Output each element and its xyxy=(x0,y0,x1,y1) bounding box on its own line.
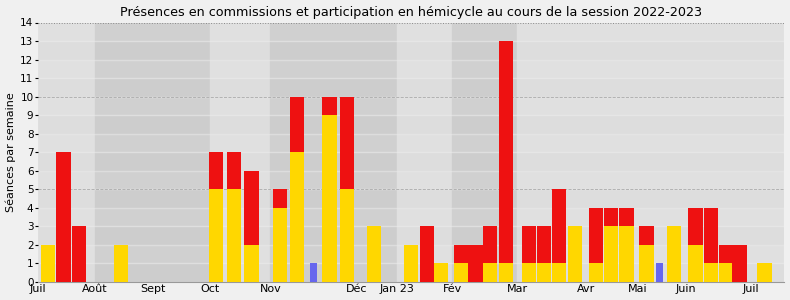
Bar xyxy=(619,226,634,282)
Bar xyxy=(273,189,288,208)
Bar xyxy=(537,226,551,263)
Bar xyxy=(340,97,354,189)
Bar xyxy=(589,208,604,263)
Bar xyxy=(244,171,258,244)
Bar xyxy=(589,263,604,282)
Bar xyxy=(638,22,686,282)
Bar xyxy=(38,152,784,171)
Bar xyxy=(56,152,70,282)
Bar xyxy=(420,226,435,282)
Bar xyxy=(434,263,448,282)
Bar xyxy=(552,189,566,263)
Bar xyxy=(517,22,586,282)
Bar xyxy=(38,97,784,115)
Bar xyxy=(322,97,337,115)
Bar xyxy=(38,226,784,244)
Bar xyxy=(719,244,733,263)
Bar xyxy=(356,22,397,282)
Bar xyxy=(468,244,483,282)
Bar xyxy=(38,59,784,78)
Bar xyxy=(498,41,513,263)
Bar xyxy=(397,22,453,282)
Bar xyxy=(567,226,582,282)
Bar xyxy=(656,263,664,282)
Bar xyxy=(404,244,418,282)
Bar xyxy=(453,22,517,282)
Bar xyxy=(38,263,784,282)
Bar xyxy=(639,226,654,244)
Bar xyxy=(290,152,304,282)
Bar xyxy=(454,263,468,282)
Bar xyxy=(38,22,95,282)
Bar xyxy=(38,189,784,208)
Bar xyxy=(537,263,551,282)
Bar xyxy=(114,244,128,282)
Bar xyxy=(521,263,536,282)
Bar xyxy=(521,226,536,263)
Bar xyxy=(41,244,55,282)
Bar xyxy=(552,263,566,282)
Bar xyxy=(757,263,772,282)
Bar xyxy=(719,263,733,282)
Bar xyxy=(310,263,317,282)
Bar xyxy=(290,97,304,152)
Bar xyxy=(95,22,152,282)
Bar xyxy=(483,226,498,263)
Bar xyxy=(38,171,784,189)
Bar xyxy=(667,226,681,282)
Bar xyxy=(209,152,223,189)
Bar xyxy=(483,263,498,282)
Bar xyxy=(367,226,381,282)
Bar xyxy=(322,115,337,282)
Bar xyxy=(38,208,784,226)
Bar xyxy=(273,208,288,282)
Bar xyxy=(38,115,784,134)
Bar xyxy=(340,189,354,282)
Bar xyxy=(732,244,747,282)
Bar xyxy=(227,152,241,189)
Bar xyxy=(38,22,784,41)
Bar xyxy=(38,244,784,263)
Bar xyxy=(454,244,468,263)
Bar xyxy=(152,22,210,282)
Bar xyxy=(270,22,356,282)
Title: Présences en commissions et participation en hémicycle au cours de la session 20: Présences en commissions et participatio… xyxy=(120,6,702,19)
Bar xyxy=(704,208,718,263)
Bar xyxy=(38,134,784,152)
Bar xyxy=(38,41,784,59)
Bar xyxy=(639,244,654,282)
Bar xyxy=(227,189,241,282)
Bar xyxy=(209,189,223,282)
Bar xyxy=(72,226,86,282)
Y-axis label: Séances par semaine: Séances par semaine xyxy=(6,92,16,212)
Bar xyxy=(688,208,702,244)
Bar xyxy=(751,22,784,282)
Bar xyxy=(586,22,638,282)
Bar xyxy=(498,263,513,282)
Bar xyxy=(604,208,618,226)
Bar xyxy=(704,263,718,282)
Bar xyxy=(604,226,618,282)
Bar xyxy=(210,22,270,282)
Bar xyxy=(619,208,634,226)
Bar xyxy=(244,244,258,282)
Bar xyxy=(688,244,702,282)
Bar xyxy=(686,22,751,282)
Bar xyxy=(38,78,784,97)
